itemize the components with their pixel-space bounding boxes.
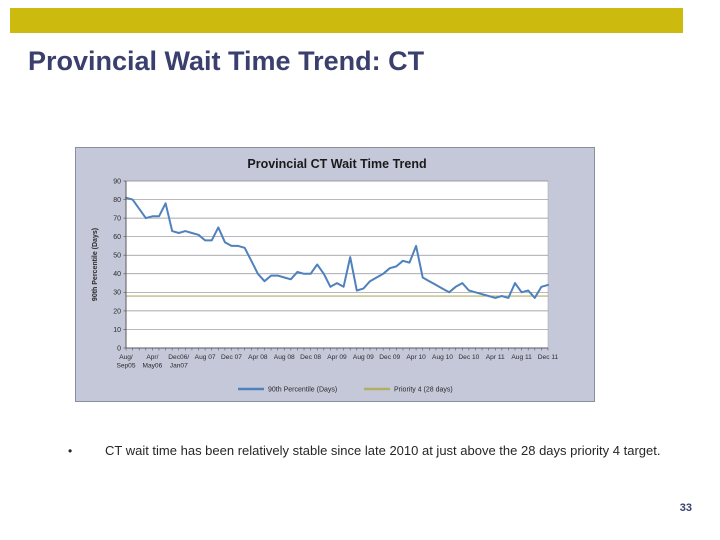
x-tick-label: Dec 08 (300, 354, 321, 361)
x-tick-label: Dec 10 (458, 354, 479, 361)
page-number: 33 (679, 502, 692, 514)
x-tick-label: Dec 09 (379, 354, 400, 361)
x-tick-label: Aug/Sep05 (116, 354, 135, 370)
plot-area (125, 180, 549, 349)
x-tick-label: Apr 11 (486, 354, 505, 361)
legend-label-priority: Priority 4 (28 days) (394, 387, 453, 394)
y-tick-label: 30 (113, 290, 121, 297)
y-tick-label: 60 (113, 234, 121, 241)
x-tick-label: Dec06/Jan07 (168, 354, 189, 370)
wait-time-chart: 0 10 20 30 40 50 60 70 80 90 Aug/Sep05 Apr/May06 Dec… (75, 147, 595, 402)
x-tick-label: Aug 09 (353, 354, 374, 361)
bullet-icon: • (68, 444, 73, 458)
bullet-item: • CT wait time has been relatively stabl… (68, 441, 663, 461)
y-tick-label: 0 (117, 345, 121, 352)
x-tick-label: Apr 08 (248, 354, 268, 361)
y-tick-label: 80 (113, 197, 121, 204)
chart-title: Provincial CT Wait Time Trend (247, 157, 426, 171)
y-axis-title: 90th Percentile (Days) (92, 228, 99, 301)
y-tick-label: 20 (113, 308, 121, 315)
wait-time-chart-svg: 0 10 20 30 40 50 60 70 80 90 Aug/Sep05 Apr/May06 Dec… (92, 157, 559, 394)
bullet-text: CT wait time has been relatively stable … (105, 443, 661, 458)
legend-label-percentile: 90th Percentile (Days) (268, 387, 337, 394)
y-tick-label: 90 (113, 178, 121, 185)
x-tick-label: Dec 07 (221, 354, 242, 361)
x-tick-label: Dec 11 (538, 354, 559, 361)
wait-time-series-line (125, 196, 549, 299)
x-tick-label: Apr 09 (327, 354, 347, 361)
x-tick-label: Apr/May06 (142, 354, 162, 370)
x-tick-label: Aug 08 (274, 354, 295, 361)
y-tick-label: 70 (113, 216, 121, 223)
x-tick-label: Aug 10 (432, 354, 453, 361)
y-tick-label: 10 (113, 327, 121, 334)
top-accent-bar (10, 8, 683, 33)
slide-title: Provincial Wait Time Trend: CT (28, 46, 425, 76)
y-tick-label: 40 (113, 271, 121, 278)
x-tick-label: Aug 07 (195, 354, 216, 361)
y-tick-label: 50 (113, 253, 121, 260)
x-tick-label: Apr 10 (406, 354, 426, 361)
x-tick-label: Aug 11 (511, 354, 532, 361)
